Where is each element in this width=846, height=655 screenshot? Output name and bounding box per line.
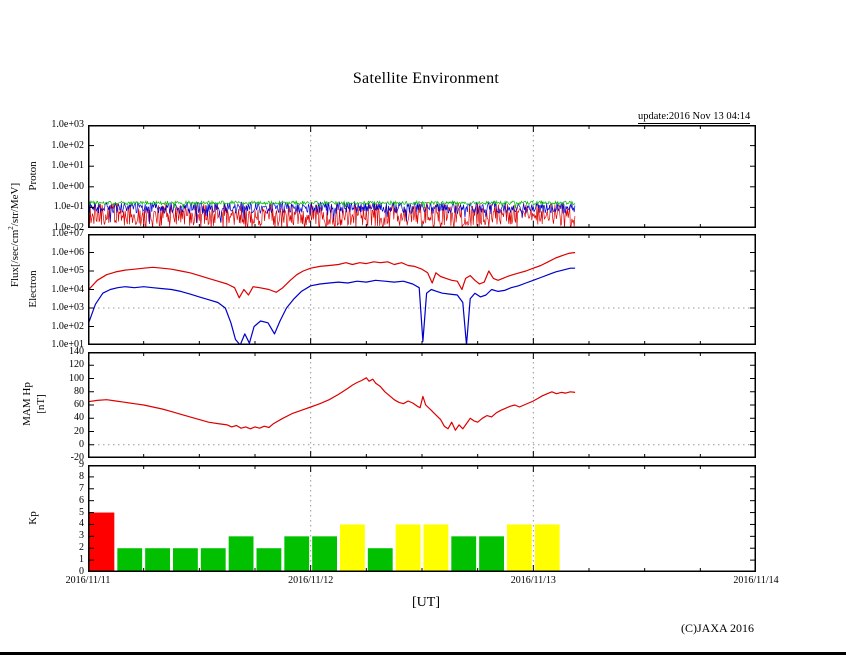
y-tick-label: 8 (79, 470, 84, 482)
update-timestamp: update:2016 Nov 13 04:14 (638, 111, 751, 124)
kp-bar (312, 536, 337, 571)
y-tick-label: 1.0e+02 (51, 139, 84, 151)
y-tick-label: 120 (69, 359, 84, 371)
y-tick-label: 100 (69, 372, 84, 384)
kp-bar (145, 548, 170, 571)
y-tick-label: 1.0e+02 (51, 320, 84, 332)
flux-axis-label: Flux[/sec/cm2/str/MeV] (7, 183, 21, 287)
kp-bar (367, 548, 393, 571)
x-tick-label: 2016/11/14 (733, 575, 779, 586)
y-tick-label: 2 (79, 542, 84, 554)
y-tick-label: 1.0e+04 (51, 283, 84, 295)
y-tick-label: 1.0e+07 (51, 228, 84, 239)
kp-bar (479, 536, 504, 571)
mam_hp-plot (88, 352, 756, 458)
y-tick-label: 1.0e+01 (51, 339, 84, 350)
y-tick-label: 20 (74, 425, 84, 437)
x-tick-label: 2016/11/11 (65, 575, 111, 586)
kp-bar (256, 548, 282, 571)
y-tick-label: 1.0e+00 (51, 180, 84, 192)
kp_index-plot (88, 465, 756, 572)
flux-axis-label-sup: 2 (7, 226, 16, 230)
kp-bar (89, 512, 115, 571)
kp-bar (451, 536, 477, 571)
kp-bar (423, 524, 449, 571)
panel-kp_index (88, 465, 756, 572)
y-tick-label: 6 (79, 494, 84, 506)
y-tick-label: 140 (69, 346, 84, 357)
y-tick-label: 1.0e+05 (51, 265, 84, 276)
x-tick-label: 2016/11/12 (288, 575, 334, 586)
page-title: Satellite Environment (352, 70, 500, 87)
y-tick-label: 7 (79, 482, 84, 494)
kp-bar (534, 524, 560, 571)
y-tick-label: 1.0e+03 (51, 119, 84, 130)
flux-axis-label-pre: Flux[/sec/cm (8, 229, 21, 288)
copyright-text: (C)JAXA 2016 (681, 621, 755, 635)
kp-bar (507, 524, 532, 571)
kp-bar (340, 524, 365, 571)
y-tick-label: 1 (79, 554, 84, 566)
proton_flux-plot (88, 125, 756, 228)
ut-axis-label: [UT] (412, 595, 440, 610)
kp-bar (200, 548, 226, 571)
y-tick-label: 1.0e-01 (53, 201, 84, 213)
y-tick-label: 3 (79, 530, 84, 542)
kp-bar (228, 536, 254, 571)
y-tick-label: 1.0e+06 (51, 246, 84, 258)
kp-bar (117, 548, 143, 571)
bottom-border (0, 652, 846, 655)
kp-bar (395, 524, 421, 571)
panel-mam_hp (88, 352, 756, 458)
y-tick-label: 1.0e+03 (51, 302, 84, 313)
y-tick-label: 1.0e+01 (51, 160, 84, 172)
panel-proton_flux (88, 125, 756, 228)
y-tick-label: 80 (74, 385, 84, 397)
y-tick-label: 5 (79, 506, 84, 518)
y-tick-label: 4 (79, 518, 84, 530)
y-tick-label: 1.0e-02 (53, 222, 84, 233)
y-tick-label: 40 (74, 412, 84, 424)
kp-bar (284, 536, 310, 571)
y-tick-label: 9 (79, 459, 84, 470)
electron_flux-plot (88, 234, 756, 345)
y-tick-label: 0 (79, 438, 84, 450)
y-tick-label: 0 (79, 566, 84, 577)
y-tick-label: -20 (70, 452, 84, 463)
y-tick-label: 60 (74, 399, 84, 410)
kp-bar (173, 548, 198, 571)
panel-electron_flux (88, 234, 756, 345)
x-tick-label: 2016/11/13 (510, 575, 556, 586)
flux-axis-label-post: /str/MeV] (8, 182, 21, 227)
